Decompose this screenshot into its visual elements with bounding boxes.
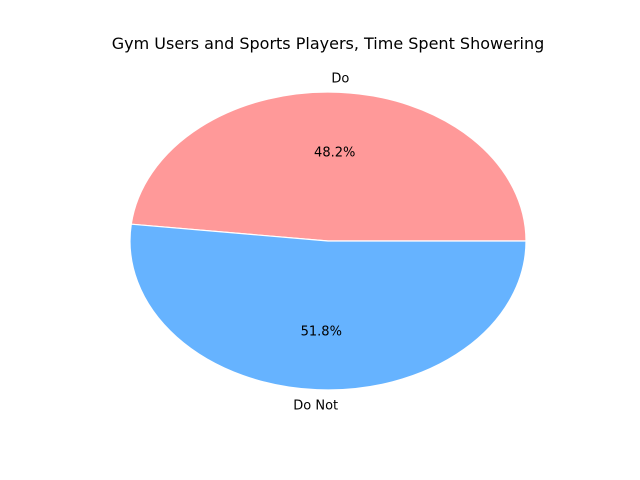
- chart-title: Gym Users and Sports Players, Time Spent…: [112, 34, 545, 53]
- slice-label-do: Do: [331, 71, 349, 86]
- pie-slices: [129, 91, 527, 391]
- slice-percent-do: 48.2%: [314, 146, 355, 161]
- pie-slice-do-not: [129, 223, 527, 391]
- pie-labels: Do 48.2% Do Not 51.8%: [293, 71, 355, 413]
- slice-percent-do-not: 51.8%: [301, 324, 342, 339]
- pie-slice-do: [130, 91, 527, 242]
- slice-label-do-not: Do Not: [293, 399, 338, 414]
